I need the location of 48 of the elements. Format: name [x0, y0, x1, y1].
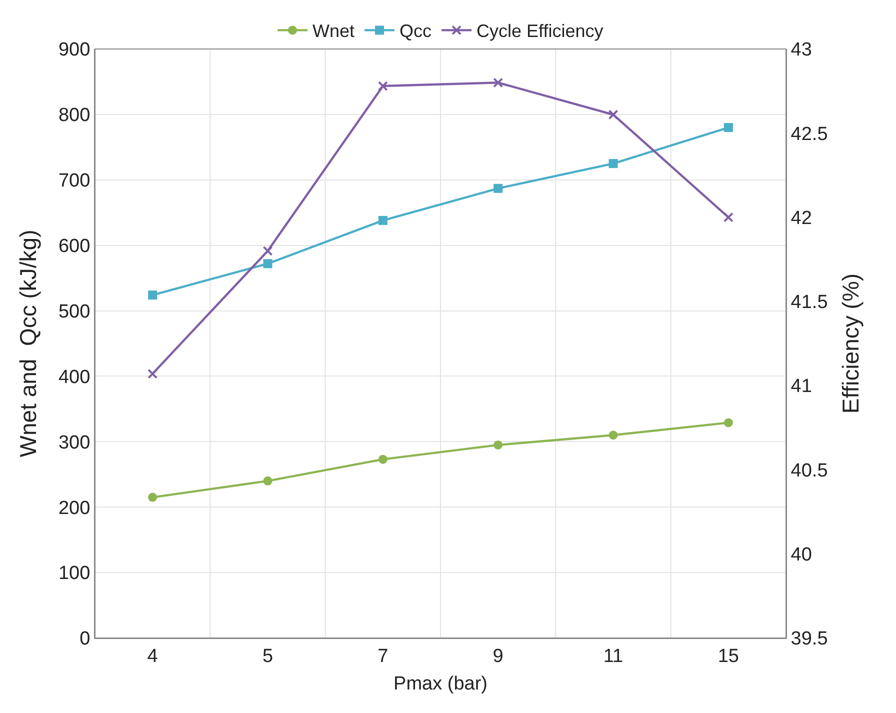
point — [378, 454, 388, 464]
point — [494, 184, 503, 193]
point — [608, 159, 618, 168]
point — [608, 430, 618, 440]
y2-tick-label: 42.5 — [790, 124, 828, 145]
legend-label: Cycle Efficiency — [476, 21, 604, 42]
y-tick-label: 900 — [58, 40, 90, 61]
x-tick-label: 11 — [603, 646, 624, 667]
x-tick-label: 7 — [378, 646, 388, 667]
point — [148, 368, 158, 379]
x-tick-label: 4 — [147, 646, 158, 667]
point — [494, 440, 503, 450]
y-tick-label: 200 — [58, 498, 90, 519]
point — [724, 418, 733, 428]
y-tick-label: 100 — [58, 563, 90, 584]
legend-label: Wnet — [312, 21, 355, 42]
legend-label: Qcc — [400, 21, 432, 42]
y-tick-label: 300 — [58, 432, 90, 454]
y2-axis-title: Efficiency (%) — [837, 273, 864, 414]
x-tick-label: 15 — [718, 646, 739, 667]
y-tick-label: 0 — [80, 628, 90, 650]
point — [723, 212, 734, 222]
point — [263, 476, 272, 486]
y2-tick-label: 41.5 — [790, 292, 828, 314]
y-tick-label: 700 — [58, 170, 90, 192]
y-axis-title: Wnet and Qcc (kJ/kg) — [14, 230, 41, 458]
y2-tick-label: 40.5 — [790, 460, 828, 482]
y-tick-label: 800 — [58, 105, 90, 126]
point — [148, 290, 158, 300]
y2-tick-label: 40 — [790, 544, 812, 566]
point — [608, 110, 618, 120]
y2-tick-label: 43 — [790, 40, 812, 61]
y-tick-label: 600 — [58, 236, 90, 257]
y-tick-label: 400 — [58, 366, 90, 388]
x-tick-label: 5 — [262, 646, 274, 667]
point — [378, 81, 388, 92]
y2-tick-label: 41 — [790, 376, 812, 398]
y-tick-label: 500 — [58, 301, 90, 322]
point — [378, 216, 388, 225]
point — [493, 78, 504, 88]
x-tick-label: 9 — [492, 646, 504, 667]
y2-tick-label: 42 — [790, 208, 812, 229]
point — [148, 492, 158, 502]
point — [263, 259, 272, 268]
point — [724, 123, 733, 132]
x-axis-title: Pmax (bar) — [394, 674, 488, 695]
y2-tick-label: 39.5 — [790, 628, 828, 650]
point — [262, 246, 273, 256]
